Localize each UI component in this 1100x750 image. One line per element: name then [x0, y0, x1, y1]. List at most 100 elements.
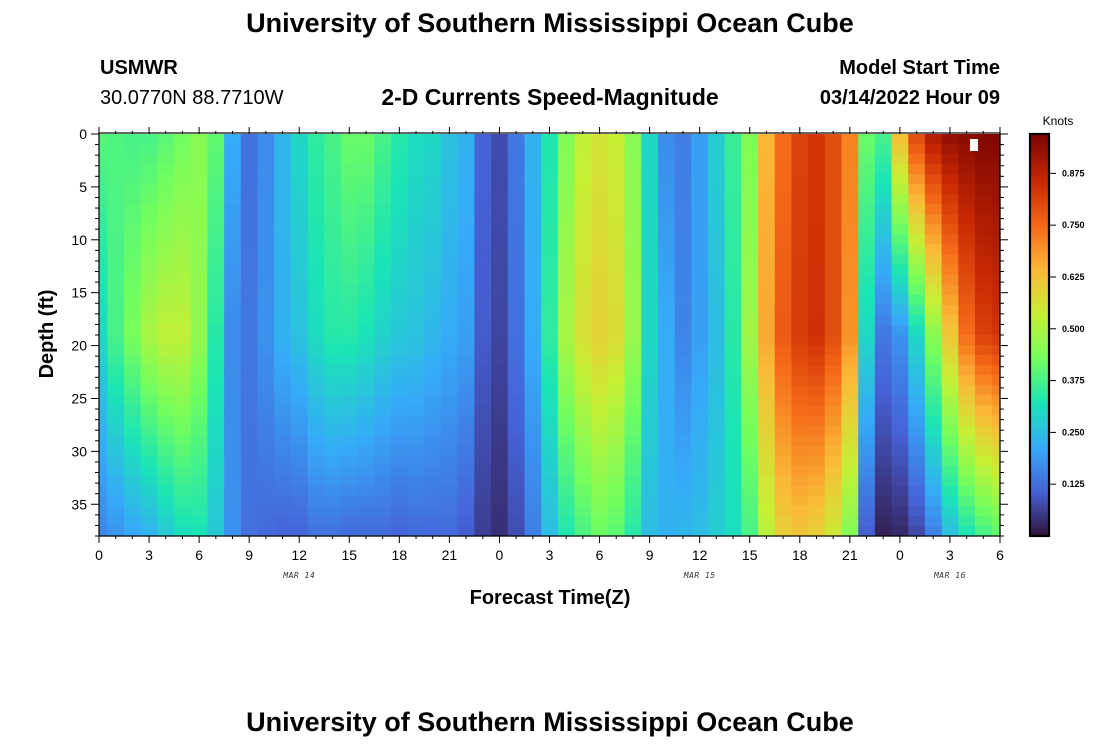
- heatmap-cell: [224, 224, 242, 236]
- heatmap-cell: [858, 324, 876, 336]
- heatmap-cell: [791, 274, 809, 286]
- heatmap-cell: [140, 194, 158, 205]
- heatmap-cell: [624, 184, 642, 195]
- heatmap-cell: [99, 515, 108, 527]
- heatmap-cell: [307, 335, 325, 346]
- heatmap-cell: [708, 174, 726, 185]
- heatmap-cell: [240, 204, 259, 215]
- heatmap-cell: [991, 284, 1001, 296]
- heatmap-cell: [374, 324, 392, 336]
- heatmap-cell: [724, 144, 742, 155]
- heatmap-cell: [457, 515, 476, 527]
- heatmap-cell: [307, 324, 325, 336]
- heatmap-cell: [99, 445, 108, 457]
- heatmap-cell: [974, 254, 993, 266]
- heatmap-cell: [424, 405, 442, 416]
- heatmap-cell: [858, 274, 876, 286]
- heatmap-cell: [758, 134, 776, 145]
- heatmap-cell: [591, 505, 609, 517]
- heatmap-cell: [340, 244, 359, 256]
- heatmap-cell: [190, 405, 209, 416]
- heatmap-cell: [958, 204, 976, 215]
- heatmap-cell: [808, 465, 826, 477]
- heatmap-cell: [224, 345, 242, 356]
- heatmap-cell: [507, 335, 526, 346]
- heatmap-cell: [624, 324, 642, 336]
- heatmap-cell: [340, 335, 359, 346]
- heatmap-cell: [274, 425, 292, 437]
- heatmap-cell: [390, 405, 409, 416]
- heatmap-cell: [374, 505, 392, 517]
- heatmap-cell: [557, 284, 576, 296]
- heatmap-cell: [507, 525, 526, 537]
- heatmap-cell: [491, 184, 509, 195]
- heatmap-cell: [407, 184, 425, 195]
- heatmap-cell: [824, 485, 843, 497]
- heatmap-cell: [307, 184, 325, 195]
- heatmap-cell: [190, 525, 209, 537]
- heatmap-cell: [574, 254, 592, 266]
- heatmap-cell: [374, 375, 392, 386]
- heatmap-cell: [958, 254, 976, 266]
- heatmap-cell: [874, 405, 893, 416]
- heatmap-cell: [474, 435, 492, 447]
- heatmap-cell: [324, 345, 342, 356]
- heatmap-cell: [624, 465, 642, 477]
- heatmap-cell: [340, 184, 359, 195]
- heatmap-cell: [641, 335, 659, 346]
- heatmap-cell: [274, 505, 292, 517]
- heatmap-cell: [657, 164, 676, 175]
- heatmap-cell: [140, 134, 158, 145]
- heatmap-cell: [574, 475, 592, 487]
- heatmap-cell: [124, 375, 142, 386]
- chart-subtitle: 2-D Currents Speed-Magnitude: [381, 84, 719, 110]
- y-tick-label: 25: [71, 390, 87, 406]
- heatmap-cell: [908, 405, 926, 416]
- heatmap-cell: [824, 355, 843, 366]
- heatmap-cell: [908, 204, 926, 215]
- heatmap-cell: [207, 234, 225, 246]
- heatmap-cell: [841, 194, 859, 205]
- heatmap-cell: [174, 405, 192, 416]
- heatmap-cell: [457, 234, 476, 246]
- heatmap-cell: [624, 385, 642, 396]
- heatmap-cell: [574, 244, 592, 256]
- heatmap-cell: [340, 495, 359, 507]
- y-tick-label: 35: [71, 496, 87, 512]
- x-tick-label: 21: [442, 547, 458, 563]
- heatmap-cell: [908, 355, 926, 366]
- heatmap-cell: [958, 324, 976, 336]
- heatmap-cell: [941, 475, 959, 487]
- heatmap-cell: [357, 515, 375, 527]
- heatmap-cell: [791, 284, 809, 296]
- heatmap-cell: [891, 395, 909, 406]
- heatmap-cell: [908, 274, 926, 286]
- heatmap-cell: [641, 445, 659, 457]
- heatmap-cell: [240, 194, 259, 205]
- heatmap-cell: [357, 485, 375, 497]
- heatmap-cell: [407, 204, 425, 215]
- heatmap-cell: [574, 274, 592, 286]
- heatmap-cell: [908, 445, 926, 457]
- heatmap-cell: [240, 144, 259, 155]
- heatmap-cell: [174, 144, 192, 155]
- heatmap-cell: [591, 294, 609, 306]
- heatmap-cell: [557, 314, 576, 326]
- heatmap-cell: [441, 355, 459, 366]
- heatmap-cell: [541, 415, 559, 427]
- heatmap-cell: [157, 495, 175, 507]
- heatmap-cell: [240, 184, 259, 195]
- heatmap-cell: [824, 184, 843, 195]
- heatmap-cell: [357, 144, 375, 155]
- heatmap-cell: [574, 264, 592, 276]
- heatmap-cell: [157, 184, 175, 195]
- heatmap-cell: [457, 435, 476, 447]
- heatmap-cell: [491, 244, 509, 256]
- heatmap-cell: [791, 204, 809, 215]
- heatmap-cell: [524, 164, 542, 175]
- heatmap-cell: [474, 244, 492, 256]
- heatmap-cell: [591, 244, 609, 256]
- heatmap-cell: [240, 224, 259, 236]
- heatmap-cell: [591, 174, 609, 185]
- heatmap-cell: [541, 264, 559, 276]
